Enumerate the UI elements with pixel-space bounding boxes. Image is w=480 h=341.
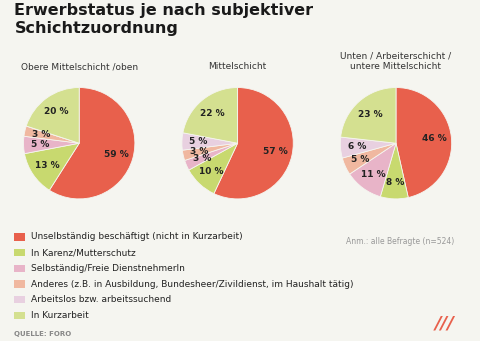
Wedge shape — [342, 143, 396, 174]
Text: 6 %: 6 % — [348, 142, 366, 151]
Text: 59 %: 59 % — [104, 150, 129, 159]
Wedge shape — [49, 88, 135, 199]
Text: In Karenz/Mutterschutz: In Karenz/Mutterschutz — [31, 248, 135, 257]
Wedge shape — [185, 143, 238, 170]
Text: Arbeitslos bzw. arbeitssuchend: Arbeitslos bzw. arbeitssuchend — [31, 295, 171, 304]
Text: 57 %: 57 % — [263, 147, 288, 156]
Title: Obere Mittelschicht /oben: Obere Mittelschicht /oben — [21, 62, 138, 72]
Text: 3 %: 3 % — [32, 130, 50, 139]
Text: Anm.: alle Befragte (n=524): Anm.: alle Befragte (n=524) — [346, 237, 454, 246]
Wedge shape — [24, 143, 79, 190]
Wedge shape — [24, 126, 79, 143]
Wedge shape — [349, 143, 396, 197]
Text: 11 %: 11 % — [360, 170, 385, 179]
Wedge shape — [183, 88, 238, 143]
Wedge shape — [182, 133, 238, 150]
Wedge shape — [24, 136, 79, 154]
Wedge shape — [182, 143, 238, 160]
Wedge shape — [189, 143, 238, 194]
Title: Mittelschicht: Mittelschicht — [208, 62, 267, 72]
Wedge shape — [340, 137, 396, 158]
Text: 20 %: 20 % — [44, 107, 69, 116]
Text: 5 %: 5 % — [351, 155, 370, 164]
Text: 23 %: 23 % — [358, 110, 383, 119]
Text: In Kurzarbeit: In Kurzarbeit — [31, 311, 88, 320]
Text: 8 %: 8 % — [385, 178, 404, 187]
Wedge shape — [380, 143, 408, 199]
Text: 5 %: 5 % — [31, 140, 49, 149]
Text: 3 %: 3 % — [192, 154, 211, 163]
Text: 3 %: 3 % — [191, 147, 209, 156]
Text: Anderes (z.B. in Ausbildung, Bundesheer/Zivildienst, im Haushalt tätig): Anderes (z.B. in Ausbildung, Bundesheer/… — [31, 280, 353, 288]
Wedge shape — [341, 88, 396, 143]
Wedge shape — [214, 88, 293, 199]
Text: Unselbständig beschäftigt (nicht in Kurzarbeit): Unselbständig beschäftigt (nicht in Kurz… — [31, 233, 242, 241]
Wedge shape — [26, 88, 79, 143]
Title: Unten / Arbeiterschicht /
untere Mittelschicht: Unten / Arbeiterschicht / untere Mittels… — [340, 51, 452, 72]
Wedge shape — [26, 126, 79, 143]
Text: 5 %: 5 % — [190, 137, 208, 147]
Text: ///: /// — [434, 314, 454, 332]
Wedge shape — [396, 88, 452, 197]
Text: 10 %: 10 % — [199, 167, 223, 176]
Text: 13 %: 13 % — [35, 161, 59, 169]
Text: Selbständig/Freie DienstnehmerIn: Selbständig/Freie DienstnehmerIn — [31, 264, 185, 273]
Text: 22 %: 22 % — [201, 109, 225, 118]
Text: Erwerbstatus je nach subjektiver
Schichtzuordnung: Erwerbstatus je nach subjektiver Schicht… — [14, 3, 313, 36]
Text: 46 %: 46 % — [422, 134, 447, 144]
Text: QUELLE: FORO: QUELLE: FORO — [14, 331, 72, 337]
